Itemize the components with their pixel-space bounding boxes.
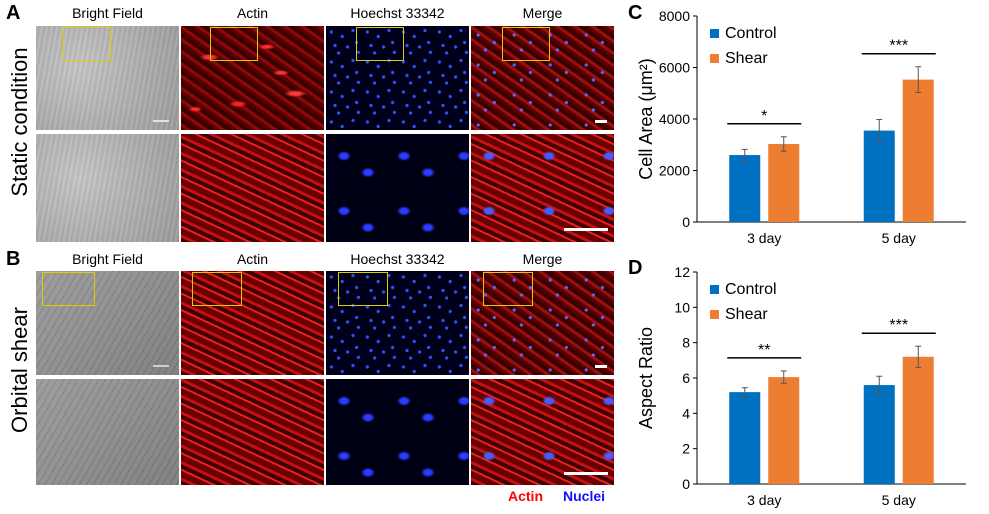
column-header-hoechst: Hoechst 33342 [350,251,445,267]
column-header-merge: Merge [522,251,563,267]
micrograph-actin-static [181,26,324,130]
micrograph-hoechst-static [326,26,469,130]
y-axis-label: Cell Area (μm²) [636,58,656,179]
x-tick-label: 5 day [882,230,916,246]
bar-chart-cell-area: 0 2000 4000 6000 8000 Cell Area (μm²) 3 day * 5 … [636,8,966,246]
significance-marker: *** [889,38,908,55]
legend-swatch-control [710,29,719,38]
bar-shear-5-day [902,356,934,484]
column-header-actin: Actin [236,5,269,21]
y-tick-label: 4 [682,405,690,421]
x-tick-label: 3 day [747,230,781,246]
column-header-bright-field: Bright Field [72,5,143,21]
legend-nuclei-label: Nuclei [563,488,606,504]
y-tick-label: 0 [682,476,690,492]
legend-label-control: Control [725,25,777,42]
micrograph-merge-static-zoom [471,134,614,242]
micrograph-bright-field-static-zoom [36,134,179,242]
y-tick-label: 0 [682,214,690,230]
y-tick-label: 2 [682,441,690,457]
roi-box [338,272,388,306]
scale-bar [153,365,169,367]
x-tick-label: 5 day [882,492,916,508]
y-tick-label: 8 [682,335,690,351]
bar-shear-3-day [768,377,800,484]
panel-letter-b: B [6,248,21,270]
x-tick-label: 3 day [747,492,781,508]
bar-control-5-day [863,130,895,222]
legend-swatch-shear [710,54,719,63]
roi-box [210,27,258,61]
roi-box [356,27,404,61]
roi-box [483,272,533,306]
scale-bar [564,228,608,231]
scale-bar [595,120,607,123]
scale-bar [153,120,169,122]
significance-marker: ** [758,342,770,359]
roi-box [192,272,242,306]
legend-label-shear: Shear [725,306,768,323]
bar-control-5-day [863,385,895,484]
roi-box [502,27,550,61]
legend-swatch-shear [710,310,719,319]
legend-actin-label: Actin [508,488,543,504]
micrograph-bright-field-shear [36,271,179,375]
column-header-bright-field: Bright Field [72,251,143,267]
panel-letter-c: C [628,2,643,24]
column-header-hoechst: Hoechst 33342 [350,5,445,21]
micrograph-hoechst-shear-zoom [326,379,469,485]
roi-box [63,27,111,61]
micrograph-merge-static [471,26,614,130]
y-tick-label: 2000 [659,163,690,179]
micrograph-actin-shear [181,271,324,375]
y-tick-label: 6 [682,370,690,386]
bar-shear-3-day [768,143,800,222]
row-label-orbital-shear: Orbital shear [7,307,32,433]
legend-label-shear: Shear [725,50,768,67]
y-tick-label: 10 [674,299,690,315]
micrograph-hoechst-shear [326,271,469,375]
panel-letter-d: D [628,257,643,279]
row-label-static-condition: Static condition [7,47,32,197]
bar-control-3-day [729,155,761,222]
column-header-merge: Merge [522,5,563,21]
scale-bar [564,472,608,475]
y-tick-label: 4000 [659,111,690,127]
micrograph-bright-field-shear-zoom [36,379,179,485]
legend-label-control: Control [725,281,777,298]
y-axis-label: Aspect Ratio [636,327,656,429]
significance-marker: *** [889,317,908,334]
scale-bar [595,365,607,368]
roi-box [42,272,95,306]
y-tick-label: 6000 [659,60,690,76]
micrograph-bright-field-static [36,26,179,130]
y-tick-label: 12 [674,264,690,280]
bar-control-3-day [729,392,761,484]
bar-chart-aspect-ratio: 0 2 4 6 8 10 12 Aspect Ratio 3 day ** 5 day *** Cont… [636,264,966,508]
column-header-actin: Actin [236,251,269,267]
bar-shear-5-day [902,79,934,222]
micrograph-merge-shear-zoom [471,379,614,485]
micrograph-hoechst-static-zoom [326,134,469,242]
significance-marker: * [761,108,767,125]
micrograph-actin-shear-zoom [181,379,324,485]
micrograph-actin-static-zoom [181,134,324,242]
y-tick-label: 8000 [659,8,690,24]
micrograph-merge-shear [471,271,614,375]
legend-swatch-control [710,285,719,294]
panel-letter-a: A [6,2,21,24]
